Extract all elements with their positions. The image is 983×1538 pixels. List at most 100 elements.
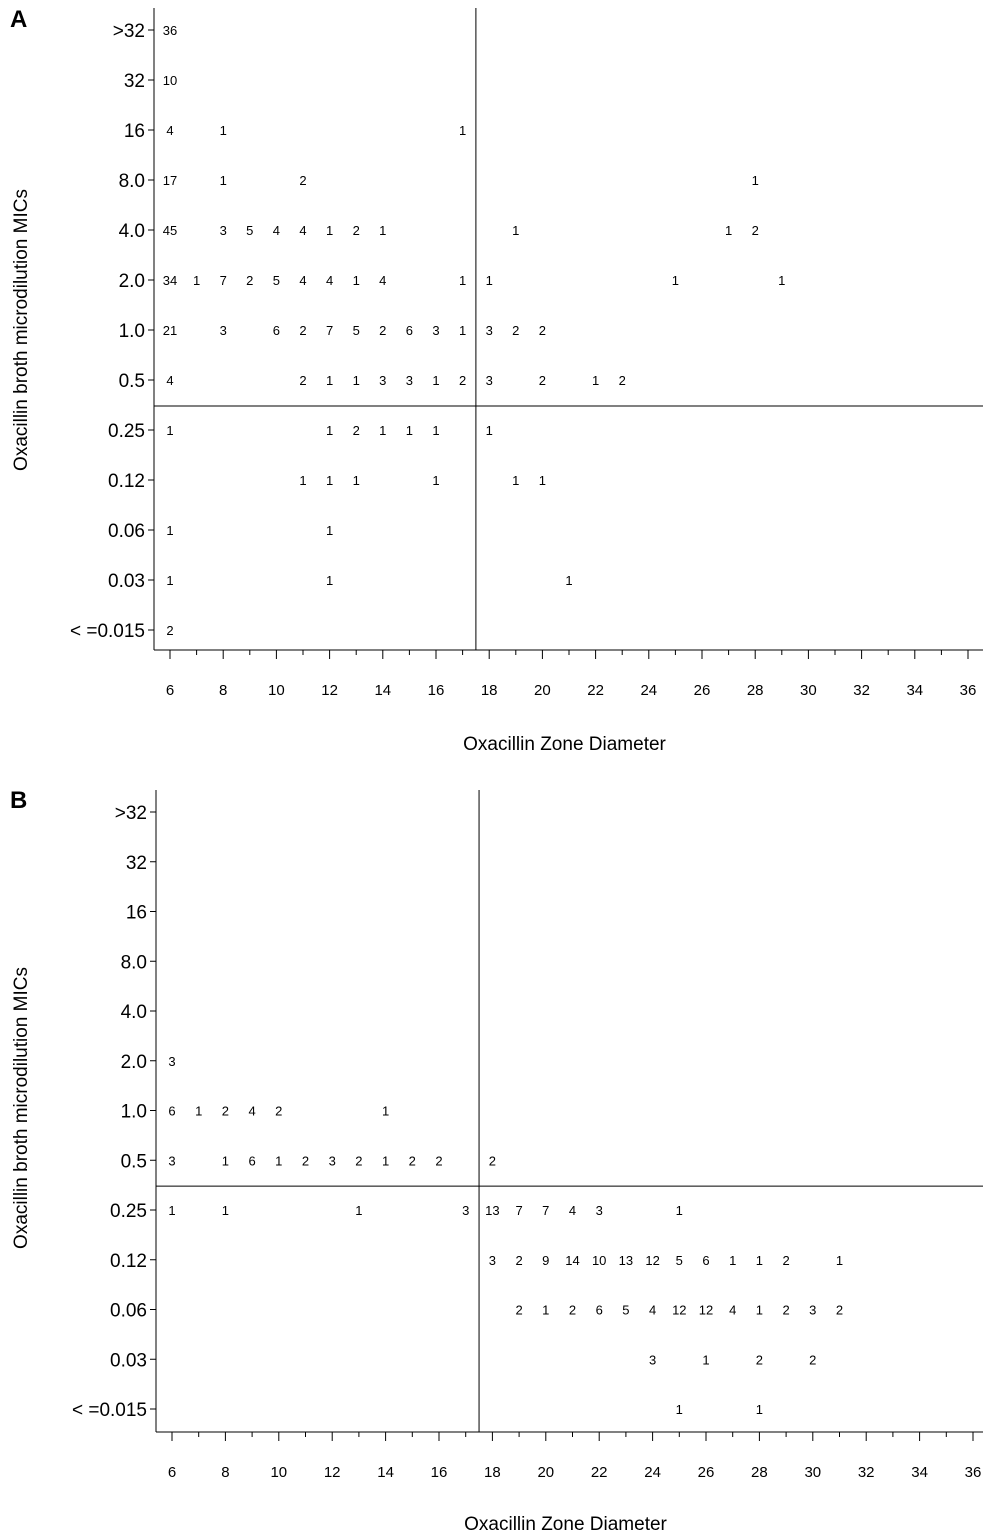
panel-b-count-cell: 4 [649,1303,656,1318]
panel-a-x-tick-label: 18 [481,682,498,699]
panel-b-count-cell: 2 [355,1153,362,1168]
panel-b-count-cell: 2 [302,1153,309,1168]
panel-a-count-cell: 1 [326,523,333,538]
panel-b-count-cell: 1 [168,1203,175,1218]
panel-a-count-cell: 1 [406,423,413,438]
panel-a-count-cell: 4 [299,273,306,288]
panel-b-x-tick-label: 14 [377,1464,394,1481]
panel-a-count-cell: 4 [326,273,333,288]
panel-b-y-tick-label: >32 [115,803,147,824]
panel-b-count-cell: 1 [756,1253,763,1268]
panel-b-x-tick-label: 20 [537,1464,554,1481]
panel-a-x-tick-label: 34 [906,682,923,699]
panel-a-count-cell: 1 [432,373,439,388]
panel-a-count-cell: 1 [379,423,386,438]
panel-b-y-tick-label: 8.0 [121,952,147,973]
panel-a-x-tick-label: 10 [268,682,285,699]
panel-a-count-cell: 1 [459,273,466,288]
panel-b-x-tick-label: 24 [644,1464,661,1481]
panel-a-count-cell: 1 [326,473,333,488]
panel-b-x-tick-label: 12 [324,1464,341,1481]
panel-b-count-cell: 4 [569,1203,576,1218]
panel-a-count-cell: 1 [220,123,227,138]
panel-b-count-cell: 2 [275,1104,282,1119]
panel-b-y-tick-label: 0.5 [121,1151,147,1172]
panel-b-count-cell: 5 [622,1303,629,1318]
panel-a-count-cell: 3 [220,323,227,338]
panel-a-count-cell: 3 [486,323,493,338]
panel-b-count-cell: 3 [489,1253,496,1268]
panel-a-count-cell: 1 [778,273,785,288]
panel-a-y-tick-label: 0.03 [108,571,145,592]
panel-a-x-tick-label: 14 [374,682,391,699]
panel-b-x-tick-label: 32 [858,1464,875,1481]
panel-b-x-tick-label: 28 [751,1464,768,1481]
panel-a-count-cell: 1 [166,573,173,588]
panel-b-count-cell: 10 [592,1253,606,1268]
panel-a-count-cell: 1 [326,223,333,238]
panel-a-count-cell: 1 [432,473,439,488]
panel-a-count-cell: 1 [672,273,679,288]
panel-a-y-tick-label: 2.0 [119,271,145,292]
panel-b-count-cell: 13 [619,1253,633,1268]
panel-b-count-cell: 1 [676,1203,683,1218]
panel-b-count-cell: 2 [489,1153,496,1168]
panel-b-y-axis-label: Oxacillin broth microdilution MICs [11,967,32,1249]
panel-a-x-tick-label: 32 [853,682,870,699]
panel-b-count-cell: 2 [515,1253,522,1268]
panel-a-count-cell: 5 [273,273,280,288]
panel-b-count-cell: 1 [355,1203,362,1218]
panel-a-y-tick-label: 0.5 [119,371,145,392]
panel-a-count-cell: 3 [379,373,386,388]
panel-a-x-axis-label: Oxacillin Zone Diameter [463,734,666,755]
panel-b-count-cell: 7 [515,1203,522,1218]
panel-b-count-cell: 2 [409,1153,416,1168]
panel-b-count-cell: 5 [676,1253,683,1268]
panel-a-count-cell: 5 [353,323,360,338]
panel-a-count-cell: 1 [193,273,200,288]
panel-a-count-cell: 2 [539,323,546,338]
panel-b-count-cell: 6 [248,1153,255,1168]
panel-b-y-tick-label: 4.0 [121,1002,147,1023]
panel-b-count-cell: 4 [729,1303,736,1318]
panel-a-count-cell: 1 [486,423,493,438]
panel-a-count-cell: 1 [220,173,227,188]
panel-a-count-cell: 2 [166,623,173,638]
panel-b-count-cell: 3 [168,1054,175,1069]
panel-b-count-cell: 6 [702,1253,709,1268]
panel-a-count-cell: 34 [163,273,177,288]
panel-a-count-cell: 3 [406,373,413,388]
panel-a-count-cell: 1 [326,573,333,588]
panel-b-count-cell: 1 [382,1104,389,1119]
panel-a-count-cell: 2 [353,423,360,438]
panel-a-y-axis-label: Oxacillin broth microdilution MICs [11,189,32,471]
panel-b-count-cell: 4 [248,1104,255,1119]
panel-a-count-cell: 1 [379,223,386,238]
panel-b-x-tick-label: 22 [591,1464,608,1481]
panel-a-count-cell: 1 [326,423,333,438]
panel-a-x-tick-label: 20 [534,682,551,699]
panel-a-count-cell: 1 [353,473,360,488]
panel-b-count-cell: 1 [195,1104,202,1119]
panel-b-count-cell: 1 [542,1303,549,1318]
panel-a-count-cell: 2 [379,323,386,338]
panel-b-count-cell: 1 [222,1203,229,1218]
panel-b-x-tick-label: 26 [698,1464,715,1481]
panel-a-count-cell: 21 [163,323,177,338]
panel-b-x-tick-label: 34 [911,1464,928,1481]
panel-b-x-tick-label: 16 [431,1464,448,1481]
panel-a-y-tick-label: >32 [113,21,145,42]
panel-a-count-cell: 1 [432,423,439,438]
panel-a-count-cell: 10 [163,73,177,88]
panel-a-count-cell: 5 [246,223,253,238]
panel-a-count-cell: 7 [220,273,227,288]
panel-a-count-cell: 1 [353,273,360,288]
panel-b-count-cell: 1 [702,1352,709,1367]
panel-a-count-cell: 2 [752,223,759,238]
panel-a-count-cell: 3 [220,223,227,238]
panel-b-count-cell: 3 [462,1203,469,1218]
panel-b-count-cell: 2 [809,1352,816,1367]
panel-b-x-tick-label: 10 [270,1464,287,1481]
panel-b-count-cell: 1 [676,1402,683,1417]
panel-b-count-cell: 6 [168,1104,175,1119]
